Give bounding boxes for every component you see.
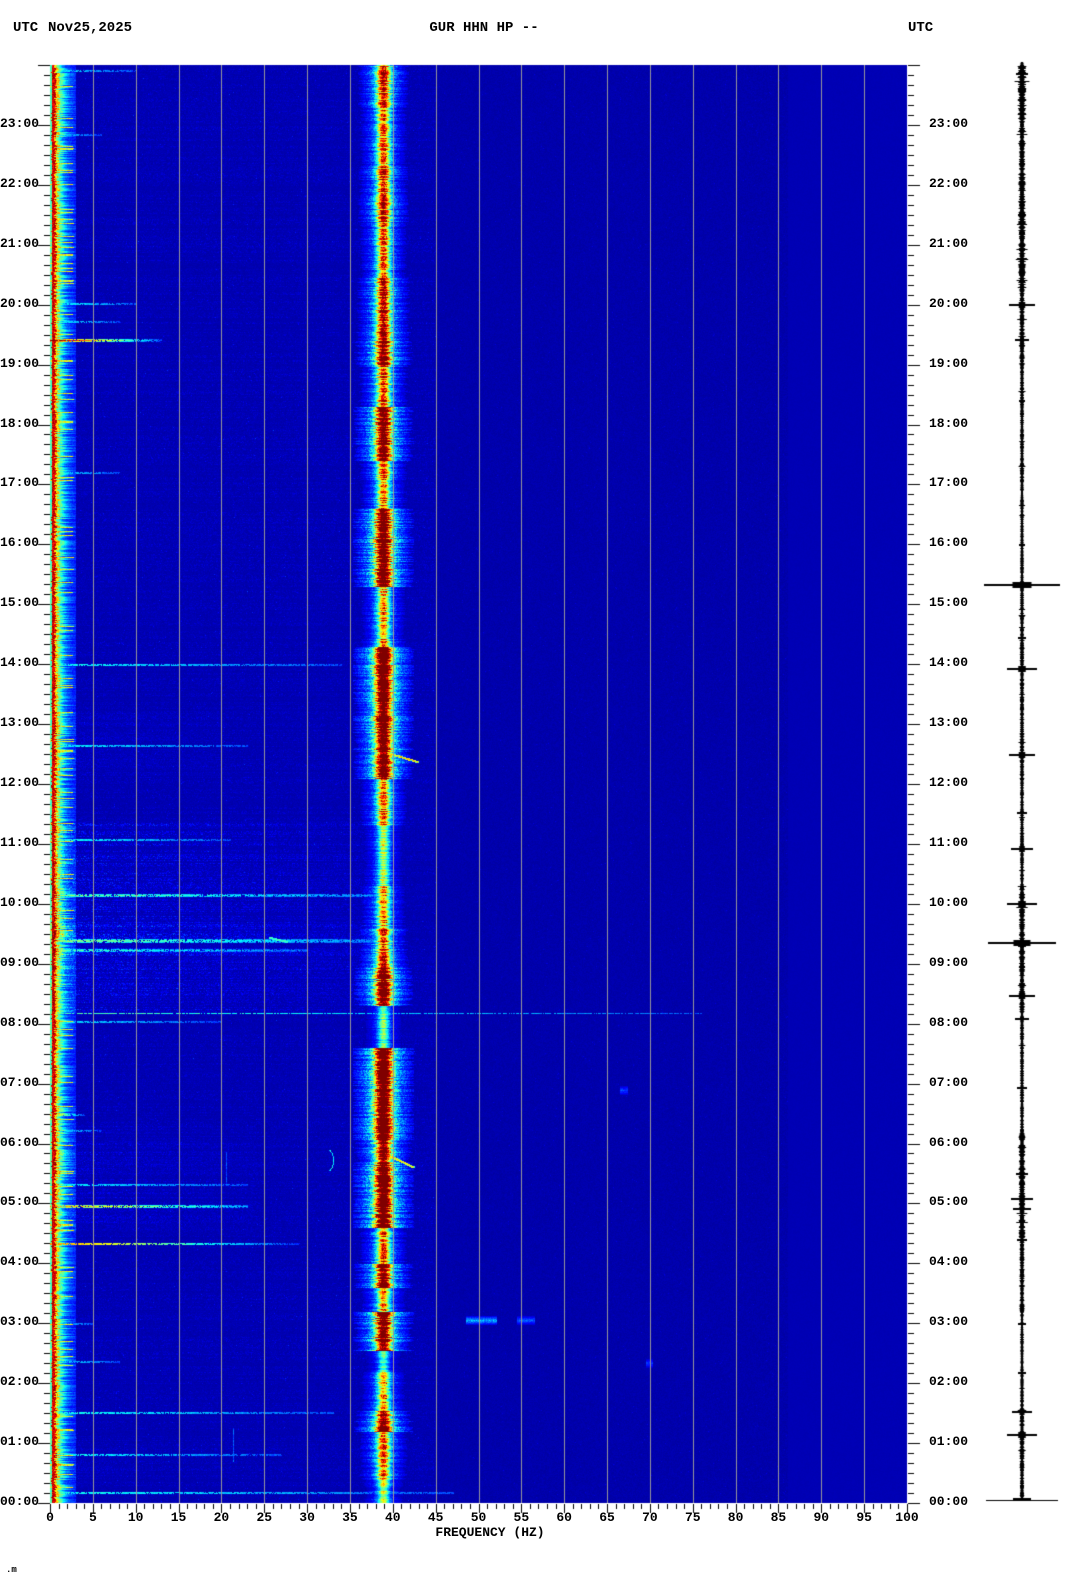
header-date: Nov25,2025 (48, 20, 133, 36)
freq-tick-label: 75 (684, 1510, 701, 1525)
time-tick-label: 08:00 (0, 1015, 40, 1030)
time-tick-label: 20:00 (929, 296, 969, 311)
time-tick-label: 11:00 (929, 835, 969, 850)
time-tick-label: 15:00 (929, 595, 969, 610)
time-tick-label: 09:00 (929, 955, 969, 970)
time-tick-label: 18:00 (929, 416, 969, 431)
freq-tick-label: 50 (470, 1510, 487, 1525)
freq-tick-label: 5 (88, 1510, 97, 1525)
freq-tick-label: 60 (556, 1510, 572, 1525)
time-tick-label: 09:00 (0, 955, 40, 970)
freq-tick-label: 10 (127, 1510, 144, 1525)
time-tick-label: 18:00 (0, 416, 40, 431)
freq-tick-label: 100 (895, 1510, 919, 1525)
time-tick-label: 15:00 (0, 595, 40, 610)
time-tick-label: 10:00 (929, 895, 969, 910)
time-tick-label: 02:00 (0, 1374, 40, 1389)
freq-tick-label: 35 (342, 1510, 358, 1525)
time-tick-label: 14:00 (0, 655, 40, 670)
freq-tick-label: 70 (642, 1510, 658, 1525)
freq-tick-label: 0 (46, 1510, 54, 1525)
time-tick-label: 01:00 (929, 1434, 969, 1449)
time-tick-label: 23:00 (929, 116, 969, 131)
time-tick-label: 13:00 (929, 715, 969, 730)
freq-tick-label: 15 (170, 1510, 187, 1525)
freq-tick-label: 25 (256, 1510, 273, 1525)
time-tick-label: 11:00 (0, 835, 40, 850)
time-tick-label: 07:00 (0, 1075, 40, 1090)
time-tick-label: 04:00 (929, 1254, 969, 1269)
freq-tick-label: 30 (299, 1510, 315, 1525)
x-axis-title: FREQUENCY (HZ) (435, 1525, 545, 1540)
freq-tick-label: 40 (384, 1510, 401, 1525)
time-tick-label: 03:00 (0, 1314, 40, 1329)
time-tick-label: 12:00 (0, 775, 40, 790)
time-tick-label: 06:00 (0, 1135, 40, 1150)
time-tick-label: 19:00 (0, 356, 40, 371)
freq-tick-label: 55 (513, 1510, 530, 1525)
header-utc-left: UTC (13, 20, 39, 36)
time-tick-label: 12:00 (929, 775, 969, 790)
time-tick-label: 03:00 (929, 1314, 969, 1329)
time-tick-label: 13:00 (0, 715, 40, 730)
freq-tick-label: 65 (599, 1510, 615, 1525)
header-station-title: GUR HHN HP -- (429, 20, 539, 36)
time-tick-label: 21:00 (929, 236, 969, 251)
time-tick-label: 16:00 (929, 535, 969, 550)
time-tick-label: 17:00 (929, 475, 969, 490)
time-tick-label: 08:00 (929, 1015, 969, 1030)
time-tick-label: 16:00 (0, 535, 40, 550)
time-tick-label: 22:00 (929, 176, 969, 191)
time-tick-label: 01:00 (0, 1434, 40, 1449)
time-tick-label: 05:00 (0, 1194, 40, 1209)
time-tick-label: 04:00 (0, 1254, 40, 1269)
freq-tick-label: 90 (813, 1510, 830, 1525)
time-tick-label: 23:00 (0, 116, 40, 131)
time-tick-label: 22:00 (0, 176, 40, 191)
time-tick-label: 14:00 (929, 655, 969, 670)
time-tick-label: 07:00 (929, 1075, 969, 1090)
time-tick-label: 02:00 (929, 1374, 969, 1389)
header-utc-right: UTC (908, 20, 934, 36)
time-tick-label: 20:00 (0, 296, 40, 311)
time-tick-label: 00:00 (0, 1494, 40, 1509)
time-tick-label: 05:00 (929, 1194, 969, 1209)
freq-tick-label: 85 (770, 1510, 787, 1525)
freq-tick-label: 95 (856, 1510, 872, 1525)
time-tick-label: 00:00 (929, 1494, 969, 1509)
time-tick-label: 10:00 (0, 895, 40, 910)
freq-tick-label: 45 (427, 1510, 444, 1525)
time-tick-label: 17:00 (0, 475, 40, 490)
corner-mark: .m (6, 1565, 17, 1575)
freq-tick-label: 20 (213, 1510, 230, 1525)
time-tick-label: 21:00 (0, 236, 40, 251)
time-tick-label: 19:00 (929, 356, 969, 371)
time-tick-label: 06:00 (929, 1135, 969, 1150)
freq-tick-label: 80 (727, 1510, 744, 1525)
